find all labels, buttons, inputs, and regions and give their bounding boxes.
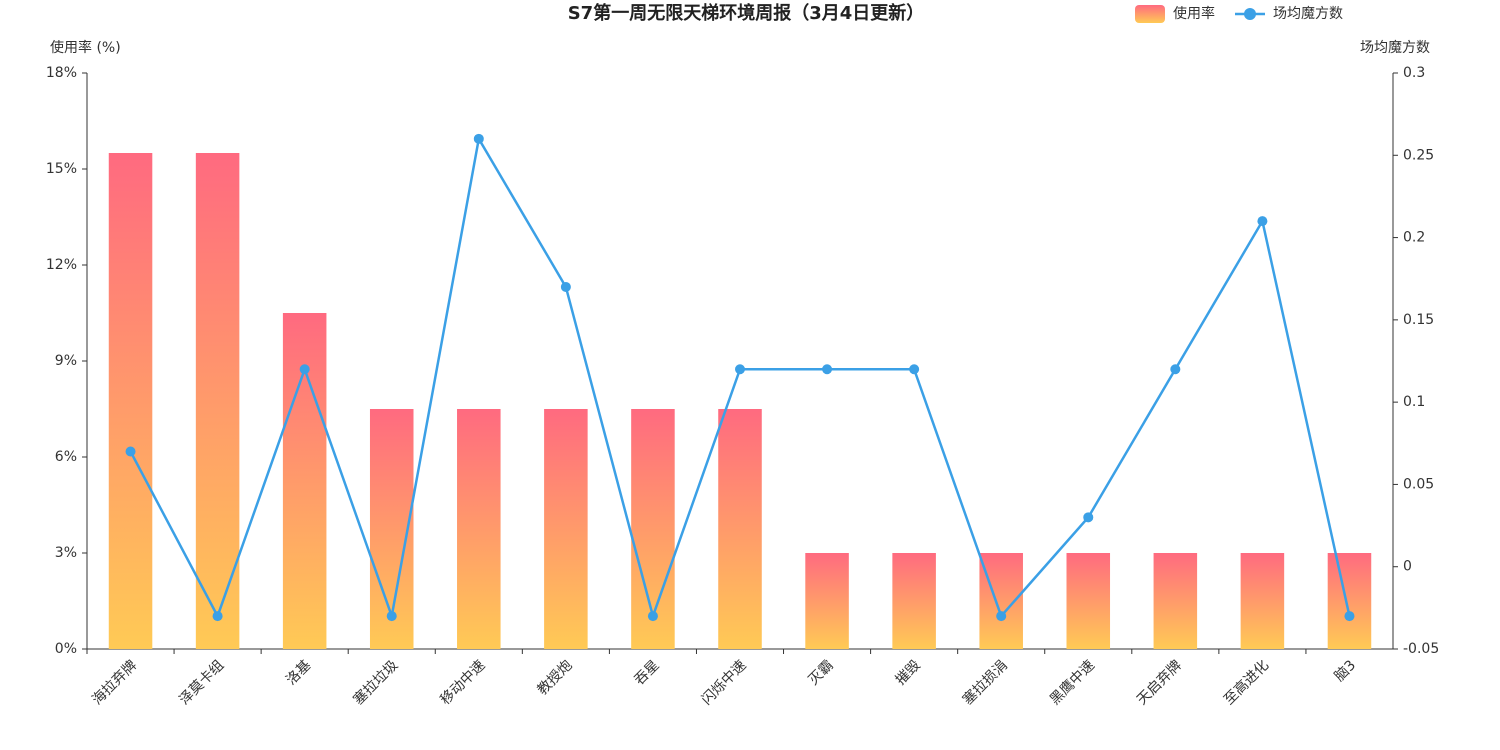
y-tick-label: 3% — [55, 545, 77, 561]
y2-tick-label: 0 — [1403, 559, 1412, 575]
bar — [108, 153, 153, 649]
bar — [369, 409, 414, 649]
x-tick-label: 塞拉损涓 — [959, 657, 1011, 709]
point — [473, 133, 484, 144]
point — [1083, 512, 1094, 523]
y-tick-label: 6% — [55, 449, 77, 465]
point — [1257, 216, 1268, 227]
bar — [718, 409, 762, 649]
x-tick-label: 摧毁 — [893, 657, 924, 688]
bar — [631, 409, 675, 649]
point — [386, 611, 397, 622]
point — [125, 446, 136, 457]
x-tick-label: 洛基 — [283, 657, 315, 689]
bar — [892, 553, 936, 649]
x-tick-label: 教授炮 — [535, 657, 576, 698]
bar — [282, 313, 327, 649]
y2-tick-label: 0.2 — [1403, 230, 1425, 246]
legend-swatch — [1244, 8, 1256, 20]
point — [560, 281, 571, 292]
x-tick-label: 吞星 — [631, 657, 662, 688]
bar — [544, 409, 588, 649]
x-tick-label: 移动中速 — [438, 657, 489, 708]
y2-tick-label: 0.05 — [1403, 476, 1434, 492]
bar — [1240, 553, 1285, 649]
y-tick-label: 9% — [55, 353, 77, 369]
x-tick-label: 至高进化 — [1220, 657, 1272, 709]
y2-tick-label: -0.05 — [1403, 641, 1439, 657]
x-tick-label: 脑3 — [1332, 657, 1360, 685]
point — [822, 364, 833, 375]
legend-label: 场均魔方数 — [1273, 6, 1343, 22]
point — [735, 364, 745, 375]
x-tick-label: 天启弃牌 — [1133, 657, 1185, 709]
bar — [457, 409, 501, 649]
bar — [979, 553, 1023, 649]
point — [647, 611, 658, 622]
y-tick-label: 0% — [55, 641, 77, 657]
x-tick-label: 黑鹰中速 — [1047, 657, 1098, 708]
y2-tick-label: 0.15 — [1403, 312, 1434, 328]
point — [1344, 611, 1355, 622]
bar — [1153, 553, 1198, 649]
y2-axis-title: 场均魔方数 — [1360, 40, 1430, 56]
point — [1170, 364, 1181, 375]
bar — [805, 553, 849, 649]
x-tick-label: 灭霸 — [806, 657, 837, 688]
point — [212, 611, 223, 622]
y-axis-title: 使用率 (%) — [50, 39, 121, 56]
y-tick-label: 18% — [46, 65, 77, 81]
y2-tick-label: 0.1 — [1403, 394, 1425, 410]
legend-swatch — [1135, 5, 1165, 23]
y-tick-label: 15% — [46, 161, 77, 177]
point — [299, 364, 310, 375]
x-tick-label: 塞拉垃圾 — [350, 657, 402, 709]
bar — [1066, 553, 1111, 649]
bar — [1327, 553, 1372, 649]
x-tick-label: 海拉弃牌 — [89, 657, 141, 709]
x-tick-label: 泽莫卡组 — [176, 657, 227, 708]
point — [909, 364, 920, 375]
legend-label: 使用率 — [1173, 5, 1215, 22]
x-tick-label: 闪烁中速 — [699, 657, 750, 708]
y-tick-label: 12% — [46, 257, 77, 273]
point — [996, 611, 1007, 622]
y2-tick-label: 0.3 — [1403, 65, 1425, 81]
chart-title: S7第一周无限天梯环境周报（3月4日更新） — [568, 2, 925, 24]
y2-tick-label: 0.25 — [1403, 147, 1434, 163]
bar — [195, 153, 240, 649]
